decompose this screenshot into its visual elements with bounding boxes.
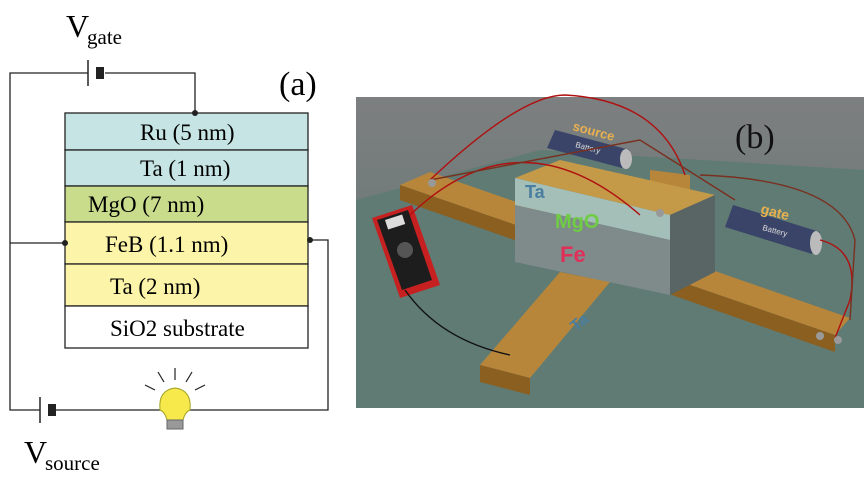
layer-label: Fe bbox=[560, 242, 586, 267]
panel-a: Ru (5 nm) Ta (1 nm) MgO (7 nm) FeB (1.1 … bbox=[10, 8, 328, 475]
voltage-symbol: V bbox=[66, 8, 89, 44]
voltage-symbol: V bbox=[24, 434, 47, 470]
layer-label: MgO bbox=[555, 211, 599, 233]
light-bulb bbox=[145, 368, 205, 429]
layer-label: Ta bbox=[525, 182, 546, 202]
panel-label: (b) bbox=[735, 119, 775, 156]
panel-b: Ta MgO Fe Ta source Battery gate Battery bbox=[356, 95, 864, 408]
contact-dot bbox=[307, 237, 313, 243]
voltage-subscript: source bbox=[45, 451, 100, 475]
layer-label: Ru (5 nm) bbox=[140, 120, 235, 145]
voltage-subscript: gate bbox=[87, 25, 122, 49]
terminal bbox=[834, 336, 842, 344]
terminal bbox=[428, 179, 436, 187]
contact-dot bbox=[192, 110, 198, 116]
panel-label: (a) bbox=[279, 66, 317, 103]
layer-label: Ta (1 nm) bbox=[140, 156, 230, 181]
contact-dot bbox=[62, 240, 68, 246]
layer-label: FeB (1.1 nm) bbox=[105, 232, 228, 257]
battery-plate bbox=[96, 67, 104, 79]
figure: Ru (5 nm) Ta (1 nm) MgO (7 nm) FeB (1.1 … bbox=[0, 0, 864, 479]
terminal bbox=[816, 332, 824, 340]
layer-label: SiO2 substrate bbox=[110, 316, 245, 341]
layer-label: Ta (2 nm) bbox=[110, 274, 200, 299]
terminal bbox=[656, 209, 664, 217]
layer-label: MgO (7 nm) bbox=[88, 192, 204, 217]
battery-plate bbox=[48, 404, 56, 416]
